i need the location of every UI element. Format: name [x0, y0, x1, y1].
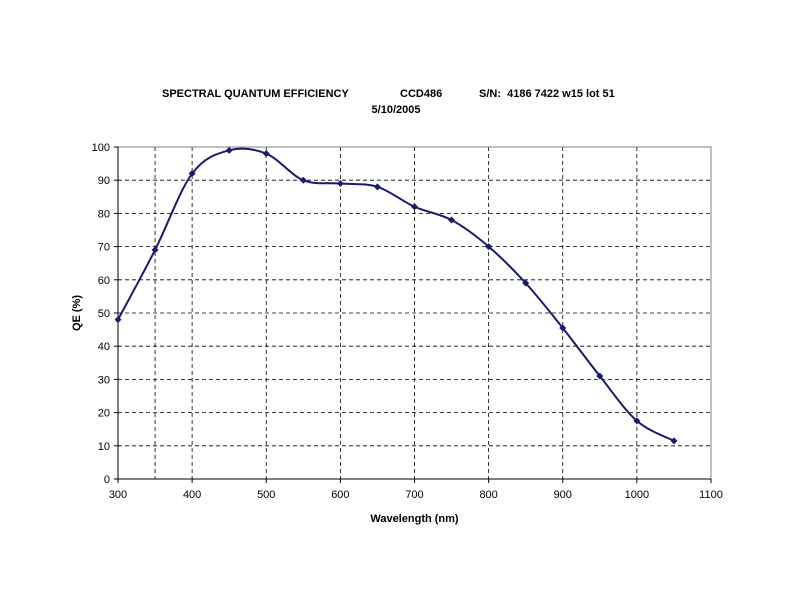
- x-tick-label: 900: [554, 489, 572, 501]
- chart-subtitle: 5/10/2005: [371, 104, 421, 116]
- data-point-marker: [411, 203, 418, 211]
- data-point-marker: [188, 170, 196, 178]
- data-point-marker: [114, 316, 122, 324]
- y-tick-label: 60: [98, 275, 110, 287]
- y-tick-label: 90: [98, 175, 110, 187]
- y-tick-label: 30: [98, 374, 110, 386]
- y-tick-label: 100: [92, 142, 110, 154]
- x-tick-label: 700: [405, 489, 423, 501]
- y-tick-label: 50: [98, 308, 110, 320]
- data-point-marker: [522, 279, 530, 287]
- grid: [118, 146, 711, 479]
- data-point-marker: [559, 324, 567, 332]
- y-tick-label: 80: [98, 208, 110, 220]
- y-tick-label: 20: [98, 408, 110, 420]
- data-point-marker: [485, 243, 493, 251]
- data-point-marker: [373, 183, 381, 191]
- qe-curve: [117, 147, 675, 442]
- x-tick-label: 400: [183, 489, 201, 501]
- y-tick-label: 10: [98, 441, 110, 453]
- device-label: CCD486: [400, 88, 443, 100]
- x-tick-label: 300: [109, 489, 127, 501]
- axes: [114, 146, 712, 483]
- data-point-marker: [670, 437, 678, 445]
- y-tick-label: 40: [98, 341, 110, 353]
- data-point-marker: [299, 176, 307, 184]
- data-point-marker: [225, 146, 233, 154]
- chart-title: SPECTRAL QUANTUM EFFICIENCY: [162, 88, 349, 100]
- data-markers: [114, 146, 678, 445]
- y-tick-label: 70: [98, 242, 110, 254]
- serial-label: S/N: 4186 7422 w15 lot 51: [479, 88, 615, 100]
- tick-labels: 0 10 20 30 40 50 60 70 80 90 100 300 400 500 600 700 800…: [92, 142, 723, 501]
- data-point-marker: [633, 417, 641, 425]
- data-point-marker: [448, 216, 456, 224]
- data-point-marker: [596, 372, 604, 380]
- y-tick-label: 0: [104, 474, 110, 486]
- x-axis-label: Wavelength (nm): [370, 513, 459, 525]
- x-tick-label: 1100: [699, 489, 723, 501]
- data-point-marker: [151, 246, 159, 254]
- y-axis-label: QE (%): [71, 295, 83, 331]
- x-tick-label: 500: [257, 489, 275, 501]
- x-tick-label: 1000: [625, 489, 649, 501]
- data-point-marker: [336, 180, 344, 188]
- x-tick-label: 800: [479, 489, 497, 501]
- data-point-marker: [262, 150, 270, 158]
- x-tick-label: 600: [331, 489, 349, 501]
